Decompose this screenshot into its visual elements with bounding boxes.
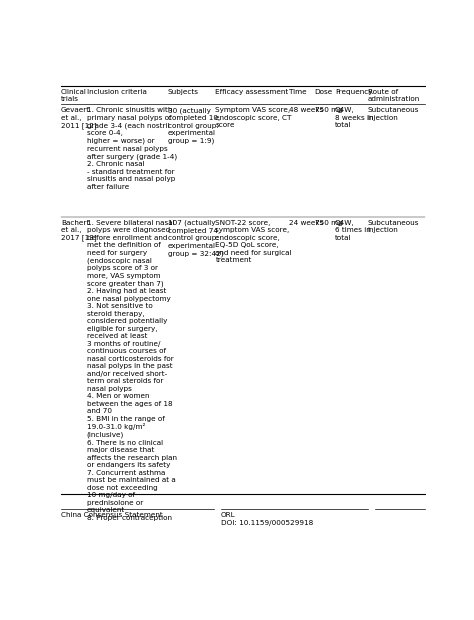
Text: China Consensus Statement: China Consensus Statement: [61, 512, 163, 518]
Text: Gevaert
et al.,
2011 [12]: Gevaert et al., 2011 [12]: [61, 107, 97, 129]
Text: Q4W,
8 weeks in
total: Q4W, 8 weeks in total: [335, 107, 373, 128]
Text: Subcutaneous
injection: Subcutaneous injection: [368, 107, 419, 121]
Text: 48 weeks: 48 weeks: [289, 107, 323, 113]
Text: Clinical
trials: Clinical trials: [61, 89, 87, 102]
Text: 107 (actually
completed 74,
control group:
experimental
group = 32:42): 107 (actually completed 74, control grou…: [168, 219, 223, 257]
Text: Bachert
et al.,
2017 [13]: Bachert et al., 2017 [13]: [61, 219, 97, 241]
Text: 1. Severe bilateral nasal
polyps were diagnosed
before enrollment and
met the de: 1. Severe bilateral nasal polyps were di…: [87, 219, 177, 521]
Text: Frequency: Frequency: [335, 89, 372, 95]
Text: SNOT-22 score,
symptom VAS score,
endoscopic score,
EQ-5D QoL score,
and need fo: SNOT-22 score, symptom VAS score, endosc…: [215, 219, 292, 263]
Text: ORL
DOI: 10.1159/000529918: ORL DOI: 10.1159/000529918: [221, 512, 313, 526]
Text: Q4W,
6 times in
total: Q4W, 6 times in total: [335, 219, 371, 241]
Text: Route of
administration: Route of administration: [368, 89, 420, 102]
Text: 1. Chronic sinusitis with
primary nasal polyps of
grade 3-4 (each nostril
score : 1. Chronic sinusitis with primary nasal …: [87, 107, 177, 190]
Text: Subjects: Subjects: [168, 89, 199, 95]
Text: 24 weeks: 24 weeks: [289, 219, 323, 226]
Text: Time: Time: [289, 89, 307, 95]
Text: Dose: Dose: [315, 89, 333, 95]
Text: Symptom VAS score,
endoscopic score, CT
score: Symptom VAS score, endoscopic score, CT …: [215, 107, 292, 128]
Text: 30 (actually
completed 10,
control group:
experimental
group = 1:9): 30 (actually completed 10, control group…: [168, 107, 220, 144]
Text: 750 mg: 750 mg: [315, 219, 342, 226]
Text: Inclusion criteria: Inclusion criteria: [87, 89, 146, 95]
Text: 750 mg: 750 mg: [315, 107, 342, 113]
Text: Efficacy assessment: Efficacy assessment: [215, 89, 289, 95]
Text: Subcutaneous
injection: Subcutaneous injection: [368, 219, 419, 233]
